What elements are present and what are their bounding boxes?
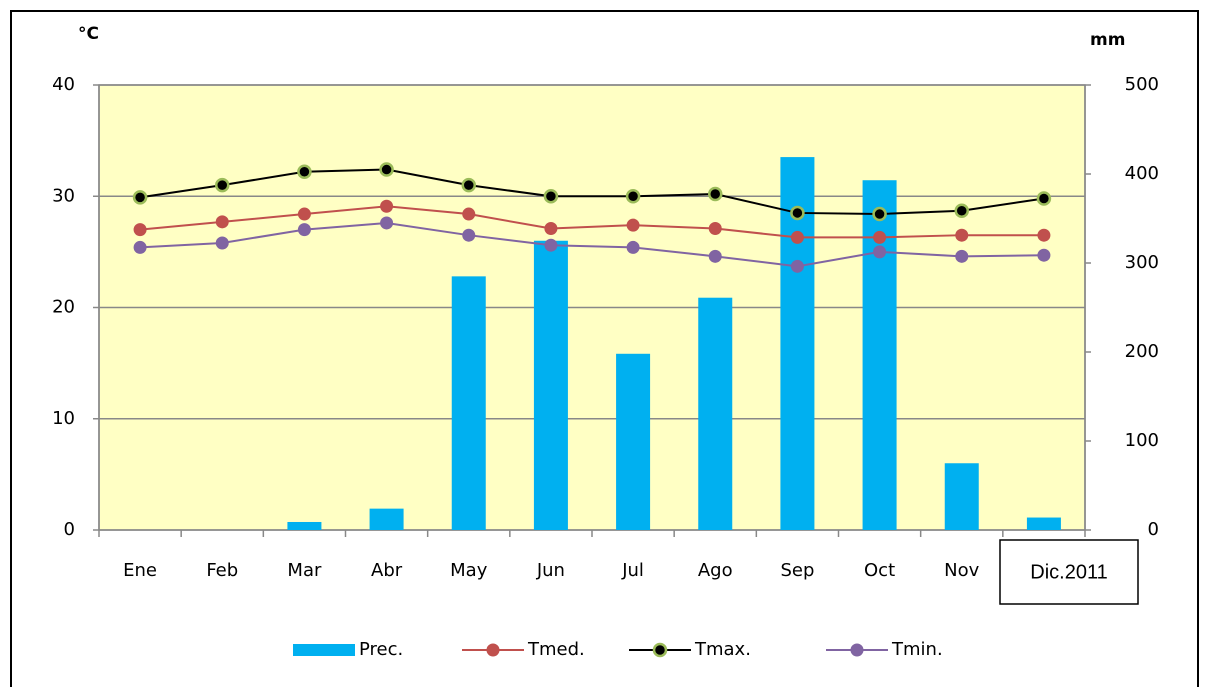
marker (873, 245, 887, 259)
legend-marker (486, 643, 500, 657)
lines (132, 162, 1052, 273)
line (139, 205, 1044, 239)
marker (462, 207, 476, 221)
bar (616, 353, 651, 530)
marker (873, 230, 887, 244)
marker (132, 190, 148, 205)
marker (626, 218, 640, 232)
line (140, 221, 1044, 268)
marker (297, 164, 312, 180)
legend-marker (652, 642, 668, 658)
legend-swatch (293, 644, 355, 656)
bar (698, 297, 733, 530)
x-tick-label: Jun (536, 560, 565, 581)
marker (954, 203, 969, 218)
y-tick-label: 40 (52, 74, 75, 95)
marker (215, 177, 230, 193)
marker (462, 228, 476, 242)
grid (93, 84, 1091, 537)
legend-marker (850, 643, 864, 657)
x-tick-label: Abr (371, 560, 403, 581)
x-tick-label: Feb (206, 560, 238, 581)
y2-tick-label: 400 (1125, 163, 1159, 184)
marker (790, 230, 804, 244)
marker (380, 199, 394, 213)
y-tick-label: 20 (52, 297, 75, 318)
x-tick-label: Ago (698, 560, 733, 581)
marker (872, 206, 887, 222)
x-tick-label: Dic.2011 (1030, 561, 1107, 583)
marker (955, 228, 969, 242)
x-tick-label: Jul (621, 560, 644, 581)
y2-axis-label: mm (1090, 30, 1125, 50)
marker (1037, 228, 1051, 242)
marker (461, 177, 476, 193)
legend-label: Prec. (359, 639, 403, 660)
bar (369, 508, 404, 530)
bar (451, 276, 486, 530)
y-tick-label: 0 (64, 519, 75, 540)
marker (790, 205, 805, 221)
marker (543, 189, 559, 204)
x-tick-label: Nov (944, 560, 979, 581)
marker (625, 189, 641, 204)
bar (944, 463, 979, 530)
marker (215, 215, 229, 229)
marker (790, 259, 804, 273)
y-tick-label: 30 (52, 185, 75, 206)
marker (379, 162, 394, 177)
marker (380, 216, 394, 230)
y2-tick-label: 100 (1125, 430, 1159, 451)
y-axis-label: °C (78, 24, 99, 44)
x-tick-label: Sep (780, 560, 814, 581)
marker (133, 240, 147, 254)
x-tick-label: Ene (123, 560, 157, 581)
line (139, 168, 1045, 216)
label-box (999, 539, 1139, 605)
marker (297, 207, 311, 221)
marker (544, 222, 558, 236)
marker (708, 186, 723, 202)
y2-tick-label: 500 (1125, 74, 1159, 95)
x-tick-label: Oct (864, 560, 895, 581)
marker (955, 249, 969, 263)
marker (133, 223, 147, 237)
legend-label: Tmin. (891, 639, 943, 660)
bar (1026, 517, 1061, 530)
legend-label: Tmed. (527, 639, 585, 660)
y2-tick-label: 300 (1125, 252, 1159, 273)
marker (215, 236, 229, 250)
x-tick-label: Mar (287, 560, 322, 581)
bar (287, 521, 322, 530)
legend-label: Tmax. (694, 639, 751, 660)
y-tick-label: 10 (52, 408, 75, 429)
x-tick-label: May (450, 560, 488, 581)
marker (708, 249, 722, 263)
marker (1036, 191, 1052, 206)
marker (297, 223, 311, 237)
bar (533, 240, 568, 530)
marker (708, 222, 722, 236)
y2-tick-label: 0 (1148, 519, 1159, 540)
marker (1037, 248, 1051, 262)
marker (626, 240, 640, 254)
y2-tick-label: 200 (1125, 341, 1159, 362)
marker (544, 238, 558, 252)
